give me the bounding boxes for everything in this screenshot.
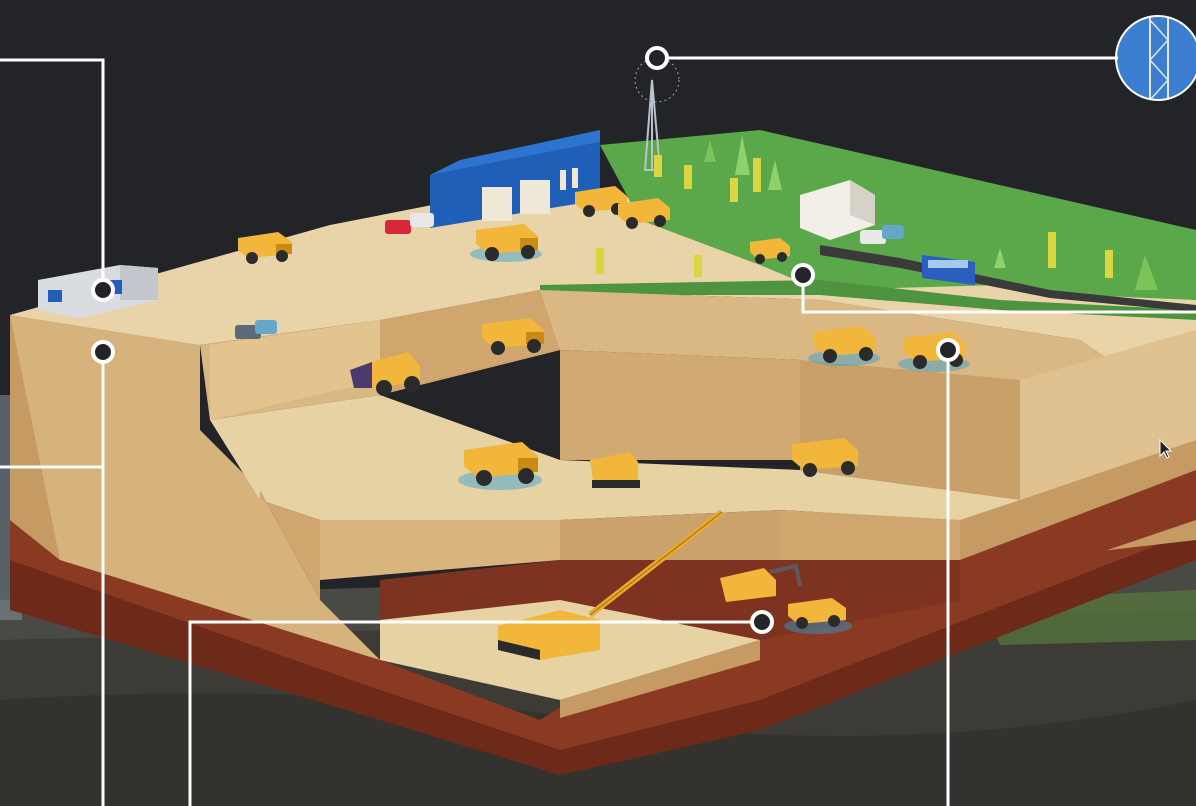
wheel-loader-icon: [350, 352, 420, 396]
dump-truck-icon: [618, 198, 670, 229]
bulldozer-icon: [590, 452, 640, 488]
dump-truck-icon: [750, 238, 790, 264]
clay-layer: [10, 315, 1196, 775]
pit-floor-callout[interactable]: [188, 620, 762, 806]
car-icon: [235, 213, 904, 339]
dump-truck-icon: [792, 438, 858, 477]
callout-node[interactable]: [750, 610, 774, 634]
radio-tower-icon: [634, 57, 680, 171]
control-building-callout[interactable]: [801, 275, 1196, 314]
excavator-icon: [720, 563, 802, 602]
tower-photo-inset: [1115, 15, 1196, 101]
control-building-icon: [800, 180, 875, 240]
callout-node[interactable]: [91, 278, 115, 302]
dump-truck-icon: [470, 224, 542, 262]
mouse-cursor-icon: [1159, 438, 1173, 459]
dump-truck-icon: [784, 598, 852, 634]
callout-node[interactable]: [645, 46, 669, 70]
bus-icon: [922, 255, 975, 285]
dump-truck-icon: [458, 442, 542, 490]
callout-node[interactable]: [936, 338, 960, 362]
trees: [596, 135, 1158, 290]
dump-truck-icon: [808, 326, 880, 366]
callout-node[interactable]: [791, 263, 815, 287]
dump-truck-icon: [238, 232, 292, 264]
office-cabin-callout[interactable]: [0, 58, 105, 290]
callout-node[interactable]: [91, 340, 115, 364]
dump-truck-icon: [482, 318, 544, 355]
callouts: [0, 46, 1196, 806]
garage-building-icon: [430, 130, 600, 228]
